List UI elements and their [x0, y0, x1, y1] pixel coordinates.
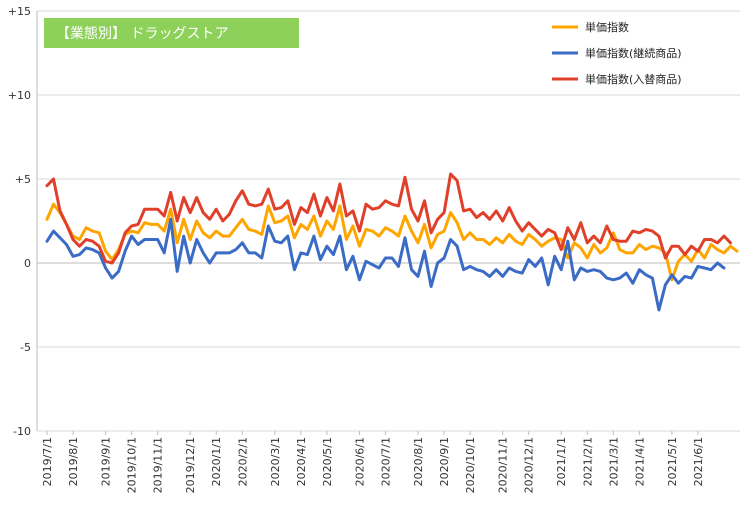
x-tick-label: 2020/2/1 — [236, 437, 249, 486]
series-layer — [45, 172, 739, 312]
x-tick-label: 2019/9/1 — [100, 437, 113, 486]
x-tick-label: 2020/12/1 — [523, 437, 536, 493]
grid-layer — [37, 10, 740, 432]
legend-label: 単価指数(入替商品) — [585, 72, 682, 86]
x-tick-label: 2020/11/1 — [497, 437, 510, 493]
series-line-2 — [45, 217, 726, 312]
series-line-1 — [45, 202, 739, 282]
x-tick-label: 2020/8/1 — [412, 437, 425, 486]
y-tick-label: +10 — [8, 89, 31, 102]
x-tick-label: 2019/7/1 — [41, 437, 54, 486]
y-tick-label: +15 — [8, 5, 31, 18]
x-tick-label: 2021/3/1 — [607, 437, 620, 486]
x-tick-label: 2019/11/1 — [152, 437, 165, 493]
x-tick-label: 2021/4/1 — [633, 437, 646, 486]
x-tick-label: 2020/5/1 — [321, 437, 334, 486]
title-background — [44, 18, 299, 48]
x-tick-label: 2021/5/1 — [666, 437, 679, 486]
x-tick-label: 2020/7/1 — [379, 437, 392, 486]
x-tick-label: 2021/1/1 — [555, 437, 568, 486]
x-tick-label: 2019/10/1 — [126, 437, 139, 493]
y-tick-label: +5 — [15, 173, 31, 186]
x-tick-label: 2020/9/1 — [438, 437, 451, 486]
x-tick-label: 2020/6/1 — [353, 437, 366, 486]
series-line-3 — [45, 172, 732, 265]
x-tick-label: 2021/2/1 — [581, 437, 594, 486]
x-tick-label: 2020/10/1 — [464, 437, 477, 493]
x-tick-label: 2020/4/1 — [295, 437, 308, 486]
x-tick-label: 2021/6/1 — [692, 437, 705, 486]
title-box: 【業態別】 ドラッグストア — [44, 18, 299, 48]
y-tick-label: -10 — [13, 425, 31, 438]
axis-layer: +15 +10 +5 0 -5 -10 2019/7/1 2019/8/1 2019/9/1 20… — [8, 5, 705, 493]
y-tick-label: -5 — [20, 341, 31, 354]
x-tick-label: 2020/1/1 — [210, 437, 223, 486]
x-tick-label: 2019/12/1 — [184, 437, 197, 493]
x-tick-label: 2019/8/1 — [67, 437, 80, 486]
y-tick-label: 0 — [24, 257, 31, 270]
legend-label: 単価指数 — [585, 20, 629, 34]
chart-title: 【業態別】 ドラッグストア — [56, 26, 228, 42]
legend-label: 単価指数(継続商品) — [585, 46, 682, 60]
x-tick-label: 2020/3/1 — [269, 437, 282, 486]
